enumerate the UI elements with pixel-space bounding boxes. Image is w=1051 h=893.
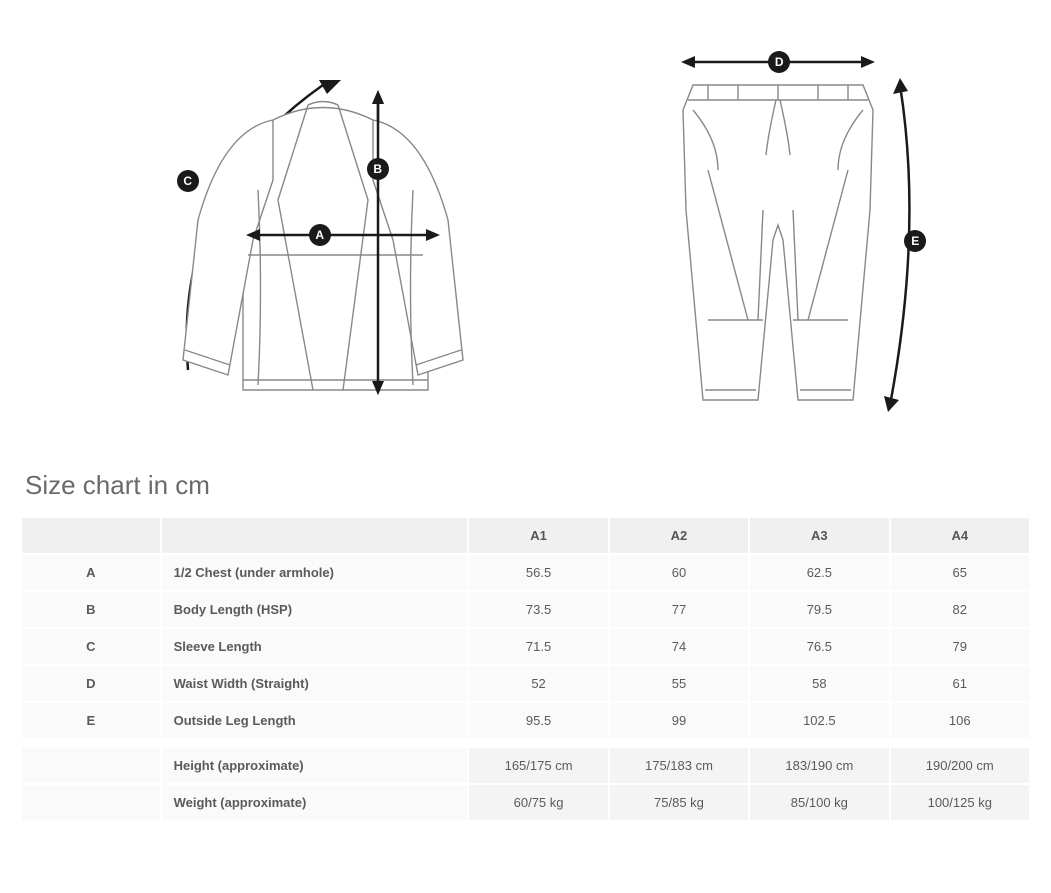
row-value: 71.5 xyxy=(469,629,607,664)
row-value: 74 xyxy=(610,629,748,664)
marker-a: A xyxy=(309,224,331,246)
size-chart-table: A1 A2 A3 A4 A1/2 Chest (under armhole)56… xyxy=(20,516,1031,822)
diagrams-container: A B C xyxy=(20,20,1031,440)
row-value: 175/183 cm xyxy=(610,748,748,783)
row-letter: D xyxy=(22,666,160,701)
row-value: 62.5 xyxy=(750,555,888,590)
row-letter: E xyxy=(22,703,160,738)
row-value: 73.5 xyxy=(469,592,607,627)
row-letter-blank xyxy=(22,785,160,820)
row-label: Sleeve Length xyxy=(162,629,468,664)
row-value: 99 xyxy=(610,703,748,738)
row-value: 82 xyxy=(891,592,1029,627)
row-value: 76.5 xyxy=(750,629,888,664)
row-label: Height (approximate) xyxy=(162,748,468,783)
row-value: 106 xyxy=(891,703,1029,738)
table-row: BBody Length (HSP)73.57779.582 xyxy=(22,592,1029,627)
row-value: 60 xyxy=(610,555,748,590)
table-row: A1/2 Chest (under armhole)56.56062.565 xyxy=(22,555,1029,590)
row-value: 52 xyxy=(469,666,607,701)
table-row: Weight (approximate)60/75 kg75/85 kg85/1… xyxy=(22,785,1029,820)
header-a4: A4 xyxy=(891,518,1029,553)
row-value: 183/190 cm xyxy=(750,748,888,783)
row-letter: A xyxy=(22,555,160,590)
header-a2: A2 xyxy=(610,518,748,553)
row-value: 95.5 xyxy=(469,703,607,738)
table-row: Height (approximate)165/175 cm175/183 cm… xyxy=(22,748,1029,783)
row-label: Weight (approximate) xyxy=(162,785,468,820)
header-blank-2 xyxy=(162,518,468,553)
header-blank-1 xyxy=(22,518,160,553)
row-label: Waist Width (Straight) xyxy=(162,666,468,701)
row-label: 1/2 Chest (under armhole) xyxy=(162,555,468,590)
row-value: 55 xyxy=(610,666,748,701)
marker-b: B xyxy=(367,158,389,180)
table-row: EOutside Leg Length95.599102.5106 xyxy=(22,703,1029,738)
pants-diagram: D E xyxy=(638,40,938,420)
row-value: 165/175 cm xyxy=(469,748,607,783)
jacket-diagram: A B C xyxy=(113,40,533,420)
row-value: 61 xyxy=(891,666,1029,701)
header-a1: A1 xyxy=(469,518,607,553)
row-letter: C xyxy=(22,629,160,664)
row-value: 190/200 cm xyxy=(891,748,1029,783)
table-row: CSleeve Length71.57476.579 xyxy=(22,629,1029,664)
chart-title: Size chart in cm xyxy=(25,470,1031,501)
row-value: 60/75 kg xyxy=(469,785,607,820)
row-value: 65 xyxy=(891,555,1029,590)
row-value: 79 xyxy=(891,629,1029,664)
table-row: DWaist Width (Straight)52555861 xyxy=(22,666,1029,701)
row-value: 79.5 xyxy=(750,592,888,627)
row-label: Body Length (HSP) xyxy=(162,592,468,627)
pants-svg xyxy=(638,40,938,420)
header-a3: A3 xyxy=(750,518,888,553)
row-value: 102.5 xyxy=(750,703,888,738)
row-value: 85/100 kg xyxy=(750,785,888,820)
row-letter-blank xyxy=(22,748,160,783)
row-value: 100/125 kg xyxy=(891,785,1029,820)
row-label: Outside Leg Length xyxy=(162,703,468,738)
marker-c: C xyxy=(177,170,199,192)
row-letter: B xyxy=(22,592,160,627)
table-header-row: A1 A2 A3 A4 xyxy=(22,518,1029,553)
row-value: 75/85 kg xyxy=(610,785,748,820)
row-value: 56.5 xyxy=(469,555,607,590)
row-value: 77 xyxy=(610,592,748,627)
row-value: 58 xyxy=(750,666,888,701)
